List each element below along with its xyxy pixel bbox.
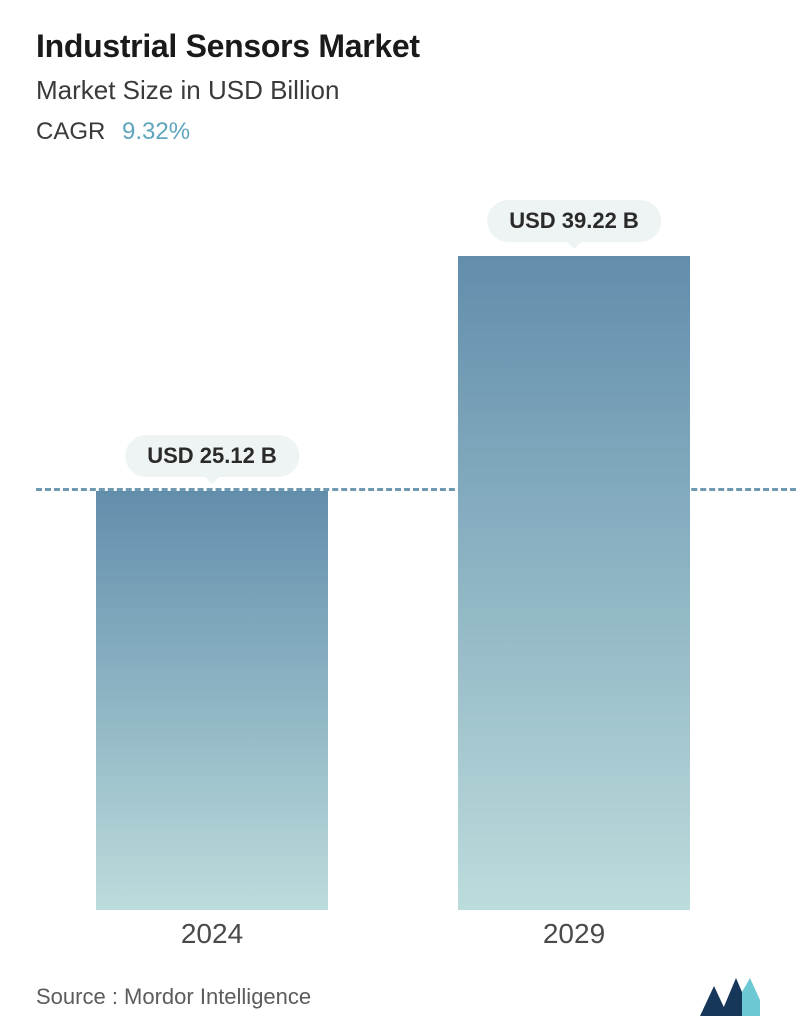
bar-value-label: USD 39.22 B: [487, 200, 661, 242]
bar-fill: [96, 491, 328, 910]
bar-2029: USD 39.22 B: [458, 256, 690, 910]
chart-title: Industrial Sensors Market: [36, 28, 760, 65]
x-axis-label: 2024: [181, 918, 243, 950]
bar-chart: USD 25.12 B USD 39.22 B: [36, 210, 796, 910]
chart-footer: Source : Mordor Intelligence: [36, 978, 760, 1016]
x-axis-label: 2029: [543, 918, 605, 950]
cagr-value: 9.32%: [122, 118, 190, 145]
bar-2024: USD 25.12 B: [96, 491, 328, 910]
cagr-line: CAGR 9.32%: [36, 118, 760, 146]
chart-subtitle: Market Size in USD Billion: [36, 75, 760, 106]
cagr-label: CAGR: [36, 118, 105, 145]
source-label: Source : Mordor Intelligence: [36, 984, 311, 1010]
bar-fill: [458, 256, 690, 910]
x-axis: 2024 2029: [36, 918, 796, 968]
bar-value-label: USD 25.12 B: [125, 435, 299, 477]
mordor-logo-icon: [700, 978, 760, 1016]
